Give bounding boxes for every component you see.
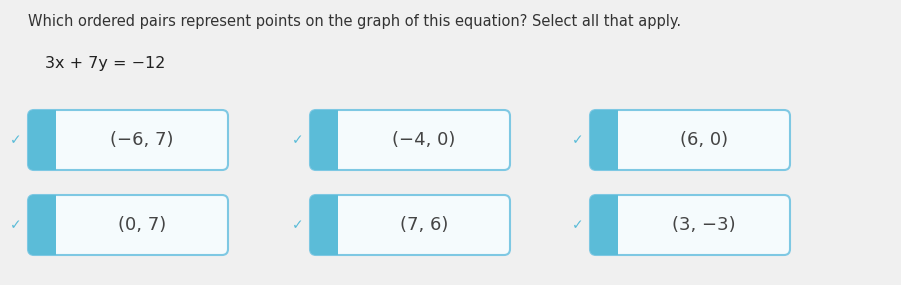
Text: ✓: ✓ <box>572 133 584 147</box>
Text: (6, 0): (6, 0) <box>680 131 728 149</box>
Text: ✓: ✓ <box>292 133 304 147</box>
Text: ✓: ✓ <box>10 133 22 147</box>
Text: 3x + 7y = −12: 3x + 7y = −12 <box>45 56 166 71</box>
Bar <box>596 110 618 170</box>
FancyBboxPatch shape <box>310 195 510 255</box>
Text: (0, 7): (0, 7) <box>118 216 166 234</box>
FancyBboxPatch shape <box>310 110 338 170</box>
Text: ✓: ✓ <box>292 218 304 232</box>
FancyBboxPatch shape <box>28 110 228 170</box>
FancyBboxPatch shape <box>310 195 338 255</box>
Text: Which ordered pairs represent points on the graph of this equation? Select all t: Which ordered pairs represent points on … <box>28 14 681 29</box>
FancyBboxPatch shape <box>310 110 510 170</box>
Bar <box>596 195 618 255</box>
FancyBboxPatch shape <box>590 195 618 255</box>
Bar <box>34 110 56 170</box>
Text: (−4, 0): (−4, 0) <box>392 131 456 149</box>
Text: (−6, 7): (−6, 7) <box>110 131 174 149</box>
FancyBboxPatch shape <box>590 110 790 170</box>
FancyBboxPatch shape <box>28 195 56 255</box>
FancyBboxPatch shape <box>28 195 228 255</box>
Bar <box>316 110 338 170</box>
Bar <box>34 195 56 255</box>
Bar <box>316 195 338 255</box>
Text: ✓: ✓ <box>10 218 22 232</box>
Text: (3, −3): (3, −3) <box>672 216 736 234</box>
Text: ✓: ✓ <box>572 218 584 232</box>
Text: (7, 6): (7, 6) <box>400 216 448 234</box>
FancyBboxPatch shape <box>590 110 618 170</box>
FancyBboxPatch shape <box>28 110 56 170</box>
FancyBboxPatch shape <box>590 195 790 255</box>
